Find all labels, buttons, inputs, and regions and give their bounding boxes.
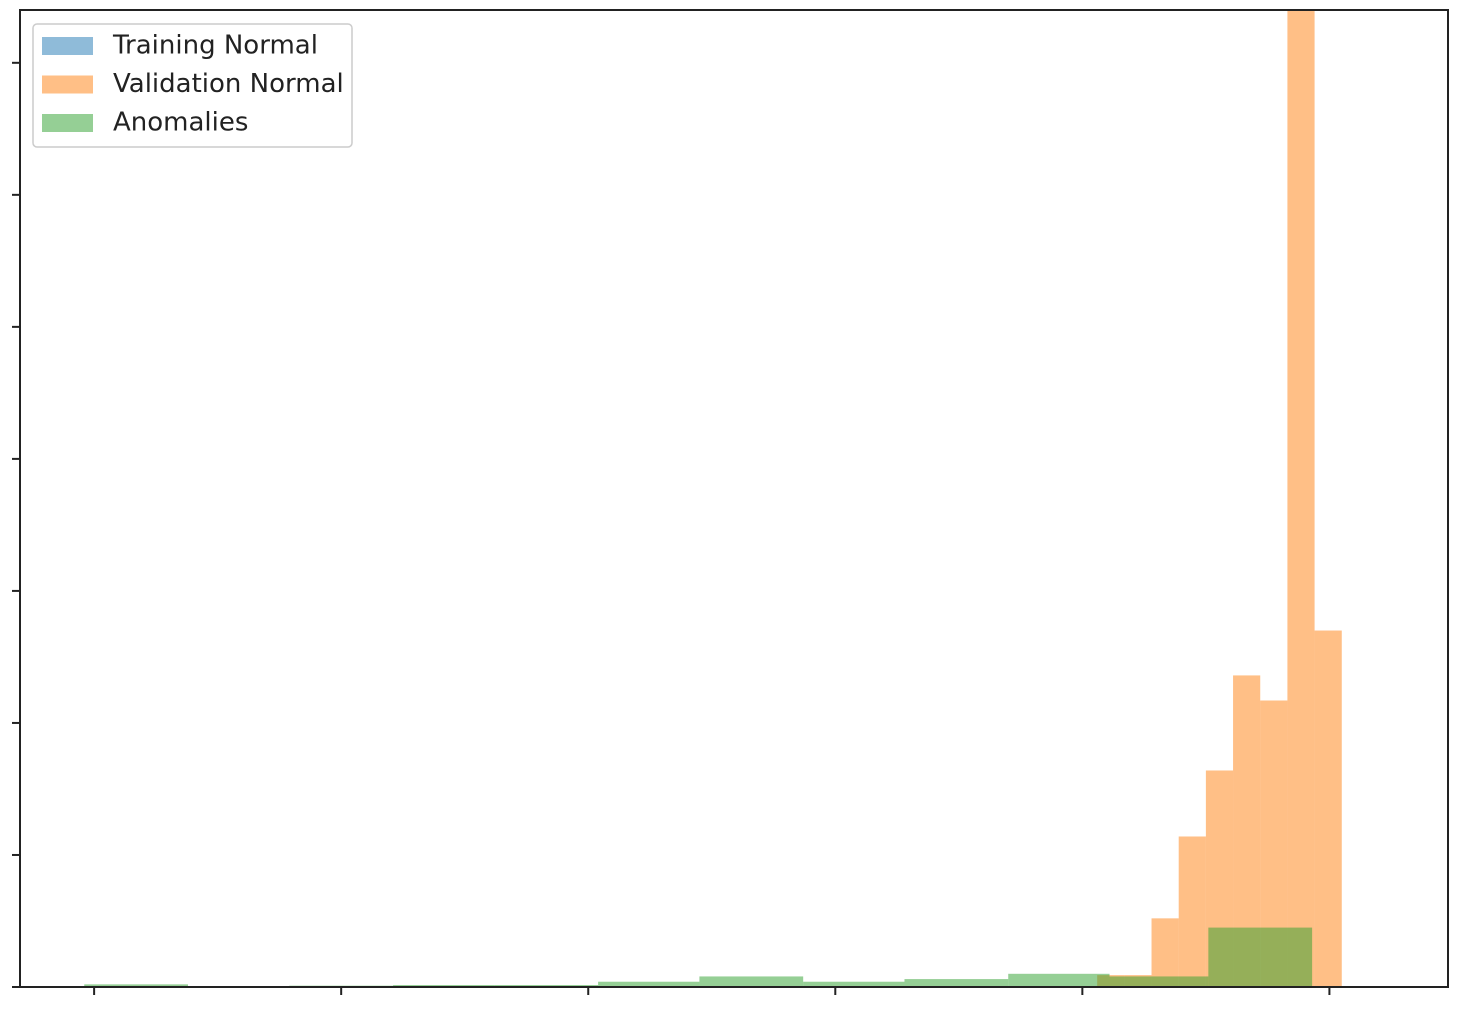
histogram-bar	[1109, 976, 1209, 987]
histogram-bar	[1287, 10, 1315, 987]
histogram-bar	[1008, 973, 1110, 987]
plot-area	[84, 10, 1342, 987]
histogram-bar	[803, 981, 905, 987]
histogram-bar	[598, 981, 700, 987]
histogram-bar	[1151, 918, 1179, 987]
histogram-bar	[1178, 836, 1206, 987]
legend-swatch	[42, 114, 93, 132]
histogram-bar	[904, 979, 1009, 987]
legend-swatch	[42, 37, 93, 55]
axes-frame	[19, 9, 1449, 988]
histogram-bar	[699, 976, 804, 987]
histogram-bar	[1314, 630, 1342, 987]
legend-swatch	[42, 75, 93, 94]
legend-box	[32, 23, 353, 148]
legend-label: Validation Normal	[113, 69, 344, 99]
histogram-bar	[1208, 927, 1313, 987]
legend-label: Training Normal	[112, 31, 318, 61]
legend: Training Normal Validation Normal Anomalie…	[32, 23, 353, 148]
legend-label: Anomalies	[113, 108, 248, 138]
histogram-bar	[84, 984, 188, 987]
